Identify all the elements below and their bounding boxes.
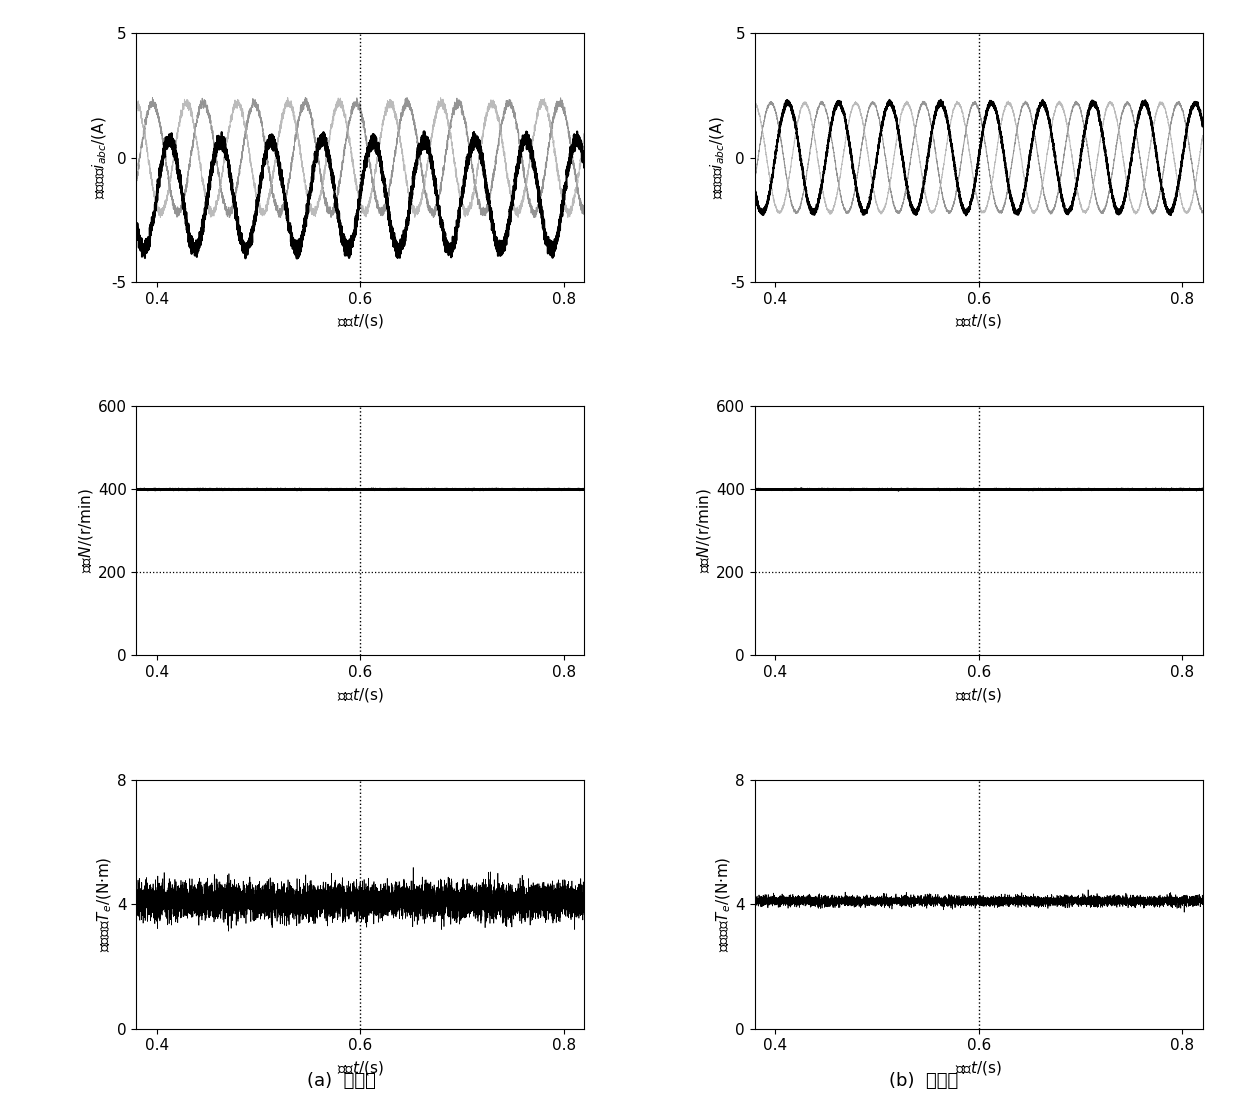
X-axis label: 时间$t$/(s): 时间$t$/(s) xyxy=(955,312,1002,331)
Y-axis label: 三相电流$i_{abc}$/(A): 三相电流$i_{abc}$/(A) xyxy=(91,116,109,199)
X-axis label: 时间$t$/(s): 时间$t$/(s) xyxy=(337,1058,384,1077)
Y-axis label: 电磁转矩$T_e$/(N·m): 电磁转矩$T_e$/(N·m) xyxy=(95,856,114,952)
Text: (b)  双矢量: (b) 双矢量 xyxy=(889,1072,959,1091)
X-axis label: 时间$t$/(s): 时间$t$/(s) xyxy=(337,312,384,331)
Y-axis label: 电磁转矩$T_e$/(N·m): 电磁转矩$T_e$/(N·m) xyxy=(714,856,733,952)
X-axis label: 时间$t$/(s): 时间$t$/(s) xyxy=(955,686,1002,703)
X-axis label: 时间$t$/(s): 时间$t$/(s) xyxy=(955,1058,1002,1077)
Y-axis label: 转速$N$/(r/min): 转速$N$/(r/min) xyxy=(77,489,95,573)
Y-axis label: 三相电流$i_{abc}$/(A): 三相电流$i_{abc}$/(A) xyxy=(709,116,727,199)
Y-axis label: 转速$N$/(r/min): 转速$N$/(r/min) xyxy=(696,489,713,573)
X-axis label: 时间$t$/(s): 时间$t$/(s) xyxy=(337,686,384,703)
Text: (a)  单矢量: (a) 单矢量 xyxy=(306,1072,376,1091)
